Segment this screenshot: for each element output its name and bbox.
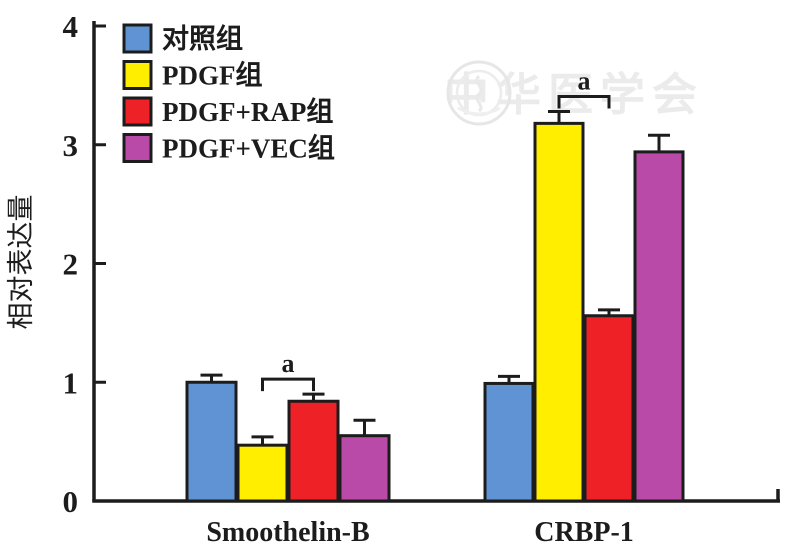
legend-label: PDGF+VEC组 (162, 133, 335, 164)
significance-label: a (282, 349, 295, 378)
legend-label: PDGF+RAP组 (162, 96, 333, 127)
category-label: Smoothelin-B (206, 517, 369, 548)
bar (533, 121, 585, 503)
legend-label: 对照组 (162, 23, 243, 54)
bar (236, 443, 289, 503)
legend-swatch (122, 96, 153, 127)
bar (287, 399, 340, 503)
category-label: CRBP-1 (534, 517, 634, 548)
legend-swatch (122, 23, 153, 54)
legend-swatch (122, 60, 153, 90)
y-tick-label: 3 (63, 128, 79, 163)
y-axis-title: 相对表达量 (6, 195, 36, 330)
significance-bracket (261, 377, 315, 392)
significance-label: a (578, 67, 591, 96)
y-tick-label: 0 (63, 484, 79, 519)
bar (185, 380, 238, 503)
y-tick-label: 1 (63, 365, 79, 400)
legend-label: PDGF组 (162, 60, 263, 91)
bar (483, 381, 535, 503)
bar (633, 150, 685, 503)
legend-swatch (122, 133, 153, 163)
bar (338, 434, 391, 503)
significance-bracket (557, 95, 611, 109)
bar (583, 314, 635, 503)
y-tick-label: 2 (63, 247, 79, 282)
y-tick-label: 4 (63, 9, 79, 44)
